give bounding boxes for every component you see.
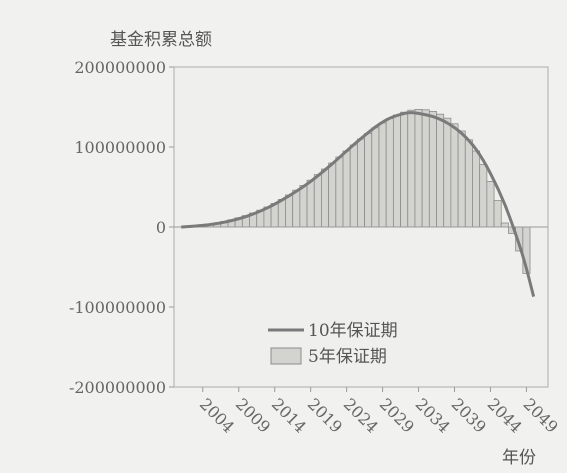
- bar: [328, 162, 337, 228]
- bar: [436, 113, 445, 228]
- x-tick-label: 2044: [484, 394, 526, 436]
- bar: [407, 109, 416, 228]
- bar: [335, 156, 344, 228]
- y-ticks: 200000000 100000000 0 -100000000 -200000000: [69, 58, 174, 397]
- bar: [421, 109, 430, 228]
- bar: [364, 132, 373, 228]
- bar: [493, 200, 502, 228]
- bar: [443, 117, 452, 228]
- y-tick-label: 0: [156, 218, 166, 237]
- x-tick-label: 2014: [268, 394, 310, 436]
- bar: [313, 174, 322, 228]
- bar: [479, 164, 488, 228]
- bar: [385, 118, 394, 228]
- bar: [392, 114, 401, 228]
- y-axis-label: 基金积累总额: [110, 30, 212, 50]
- bar: [486, 180, 495, 228]
- bar: [299, 184, 308, 228]
- bar: [357, 138, 365, 228]
- bar: [378, 122, 387, 228]
- bar: [457, 130, 466, 228]
- y-tick-label: -100000000: [69, 298, 166, 317]
- x-tick-label: 2004: [196, 394, 238, 436]
- bar: [349, 144, 358, 228]
- legend-label-10yr: 10年保证期: [308, 321, 398, 341]
- x-tick-label: 2039: [448, 394, 490, 436]
- bar: [321, 168, 330, 228]
- bar: [400, 111, 409, 228]
- x-tick-label: 2024: [340, 394, 382, 436]
- bar: [342, 150, 351, 228]
- legend-label-5yr: 5年保证期: [308, 347, 387, 367]
- legend: 10年保证期 5年保证期: [268, 321, 398, 367]
- line-series-10yr: [181, 111, 536, 297]
- bar: [500, 222, 509, 228]
- bar: [285, 194, 294, 228]
- bar: [450, 123, 459, 228]
- y-tick-label: -200000000: [69, 378, 166, 397]
- x-tick-label: 2029: [376, 394, 418, 436]
- x-tick-label: 2009: [232, 394, 274, 436]
- bar: [277, 198, 286, 228]
- x-axis-label: 年份: [502, 448, 536, 468]
- bar: [292, 189, 301, 228]
- bar: [414, 109, 423, 228]
- y-tick-label: 200000000: [74, 58, 166, 77]
- y-tick-label: 100000000: [74, 138, 166, 157]
- legend-bar-swatch: [270, 347, 302, 365]
- x-tick-label: 2019: [304, 394, 346, 436]
- bar: [428, 111, 437, 228]
- bar: [371, 127, 380, 228]
- bar: [464, 139, 473, 228]
- bar: [306, 179, 315, 228]
- x-tick-label: 2049: [520, 394, 562, 436]
- bar: [472, 150, 481, 228]
- x-tick-label: 2034: [412, 394, 454, 436]
